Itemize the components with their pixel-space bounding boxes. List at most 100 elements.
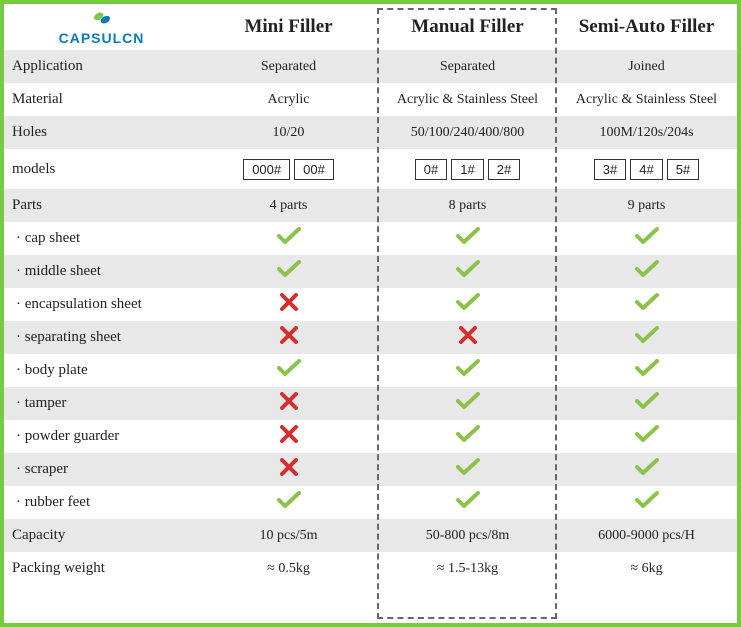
cross-icon xyxy=(280,300,298,315)
logo-icon xyxy=(92,8,112,28)
check-icon xyxy=(277,366,301,381)
parts-rows: · cap sheet · middle sheet · encapsulation… xyxy=(4,222,737,519)
part-cell xyxy=(199,260,378,283)
check-icon xyxy=(456,267,480,282)
row-packing-weight: Packing weight ≈ 0.5kg ≈ 1.5-13kg ≈ 6kg xyxy=(4,552,737,585)
material-2: Acrylic & Stainless Steel xyxy=(557,92,736,108)
label-models: models xyxy=(4,161,199,178)
holes-1: 50/100/240/400/800 xyxy=(378,125,557,141)
part-label: · cap sheet xyxy=(4,230,199,247)
models-1: 0#1#2# xyxy=(378,159,557,180)
model-badge: 3# xyxy=(594,159,626,180)
check-icon xyxy=(635,465,659,480)
part-cell xyxy=(199,458,378,481)
capacity-0: 10 pcs/5m xyxy=(199,528,378,544)
check-icon xyxy=(456,498,480,513)
part-row: · encapsulation sheet xyxy=(4,288,737,321)
models-0: 000#00# xyxy=(199,159,378,180)
check-icon xyxy=(277,267,301,282)
part-cell xyxy=(199,491,378,514)
cross-icon xyxy=(280,333,298,348)
col-header-1: Manual Filler xyxy=(378,16,557,38)
row-holes: Holes 10/20 50/100/240/400/800 100M/120s… xyxy=(4,116,737,149)
part-row: · middle sheet xyxy=(4,255,737,288)
check-icon xyxy=(456,399,480,414)
part-row: · cap sheet xyxy=(4,222,737,255)
packing-weight-2: ≈ 6kg xyxy=(557,561,736,577)
check-icon xyxy=(456,465,480,480)
part-cell xyxy=(557,293,736,316)
part-cell xyxy=(378,260,557,283)
model-badge: 000# xyxy=(243,159,290,180)
part-cell xyxy=(378,425,557,448)
part-label: · encapsulation sheet xyxy=(4,296,199,313)
part-cell xyxy=(378,326,557,349)
capacity-2: 6000-9000 pcs/H xyxy=(557,528,736,544)
part-cell xyxy=(378,359,557,382)
part-row: · separating sheet xyxy=(4,321,737,354)
material-1: Acrylic & Stainless Steel xyxy=(378,92,557,108)
label-packing-weight: Packing weight xyxy=(4,560,199,577)
part-cell xyxy=(199,425,378,448)
check-icon xyxy=(635,366,659,381)
part-row: · tamper xyxy=(4,387,737,420)
holes-2: 100M/120s/204s xyxy=(557,125,736,141)
check-icon xyxy=(456,432,480,447)
cross-icon xyxy=(280,465,298,480)
parts-2: 9 parts xyxy=(557,198,736,214)
part-cell xyxy=(378,293,557,316)
part-cell xyxy=(557,359,736,382)
label-holes: Holes xyxy=(4,124,199,141)
part-label: · tamper xyxy=(4,395,199,412)
part-cell xyxy=(199,293,378,316)
part-cell xyxy=(199,227,378,250)
model-badge: 5# xyxy=(667,159,699,180)
check-icon xyxy=(456,234,480,249)
comparison-table: CAPSULCN Mini Filler Manual Filler Semi-… xyxy=(0,0,741,627)
row-material: Material Acrylic Acrylic & Stainless Ste… xyxy=(4,83,737,116)
part-cell xyxy=(199,326,378,349)
part-label: · scraper xyxy=(4,461,199,478)
model-badge: 0# xyxy=(415,159,447,180)
cross-icon xyxy=(280,399,298,414)
part-cell xyxy=(557,260,736,283)
check-icon xyxy=(635,399,659,414)
logo-text: CAPSULCN xyxy=(59,30,145,46)
cross-icon xyxy=(280,432,298,447)
row-application: Application Separated Separated Joined xyxy=(4,50,737,83)
part-row: · rubber feet xyxy=(4,486,737,519)
part-row: · scraper xyxy=(4,453,737,486)
check-icon xyxy=(635,432,659,447)
col-header-0: Mini Filler xyxy=(199,16,378,38)
label-parts: Parts xyxy=(4,197,199,214)
header-row: CAPSULCN Mini Filler Manual Filler Semi-… xyxy=(4,4,737,50)
packing-weight-0: ≈ 0.5kg xyxy=(199,561,378,577)
part-cell xyxy=(557,458,736,481)
application-2: Joined xyxy=(557,59,736,75)
part-cell xyxy=(557,491,736,514)
check-icon xyxy=(635,498,659,513)
model-badge: 00# xyxy=(294,159,334,180)
packing-weight-1: ≈ 1.5-13kg xyxy=(378,561,557,577)
check-icon xyxy=(635,300,659,315)
part-row: · body plate xyxy=(4,354,737,387)
model-badge: 1# xyxy=(451,159,483,180)
application-0: Separated xyxy=(199,59,378,75)
part-label: · middle sheet xyxy=(4,263,199,280)
parts-1: 8 parts xyxy=(378,198,557,214)
check-icon xyxy=(635,267,659,282)
capacity-1: 50-800 pcs/8m xyxy=(378,528,557,544)
row-capacity: Capacity 10 pcs/5m 50-800 pcs/8m 6000-90… xyxy=(4,519,737,552)
row-parts: Parts 4 parts 8 parts 9 parts xyxy=(4,189,737,222)
part-cell xyxy=(378,227,557,250)
parts-0: 4 parts xyxy=(199,198,378,214)
label-capacity: Capacity xyxy=(4,527,199,544)
material-0: Acrylic xyxy=(199,92,378,108)
check-icon xyxy=(456,300,480,315)
models-2: 3#4#5# xyxy=(557,159,736,180)
check-icon xyxy=(277,498,301,513)
part-label: · separating sheet xyxy=(4,329,199,346)
part-cell xyxy=(557,326,736,349)
part-cell xyxy=(199,359,378,382)
model-badge: 4# xyxy=(630,159,662,180)
